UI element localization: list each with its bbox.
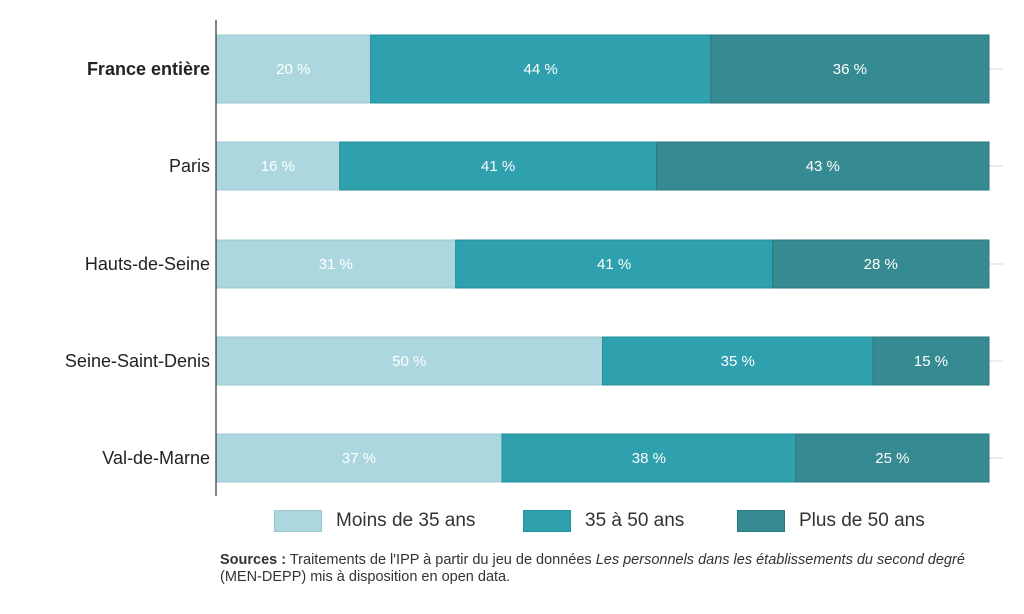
bar-segment — [656, 141, 990, 191]
data-label: 31 % — [319, 256, 353, 273]
source-label: Sources : — [220, 552, 287, 568]
source-text-end: (MEN-DEPP) mis à disposition en open dat… — [220, 569, 511, 585]
data-label: 41 % — [597, 256, 631, 273]
legend-label: 35 à 50 ans — [585, 510, 685, 531]
legend-swatch — [523, 510, 571, 532]
bar-segment — [215, 336, 603, 386]
data-label: 28 % — [864, 256, 898, 273]
data-label: 15 % — [914, 353, 948, 370]
data-label: 37 % — [342, 450, 376, 467]
legend-label: Plus de 50 ans — [799, 510, 925, 531]
data-label: 50 % — [392, 353, 426, 370]
bar-segment — [710, 34, 990, 104]
legend-label: Moins de 35 ans — [336, 510, 476, 531]
legend-swatch — [274, 510, 322, 532]
category-label: Hauts-de-Seine — [85, 254, 210, 274]
data-label: 43 % — [806, 158, 840, 175]
category-label: Val-de-Marne — [102, 448, 210, 468]
data-label: 25 % — [875, 450, 909, 467]
data-label: 38 % — [632, 450, 666, 467]
bar-segment — [455, 239, 774, 289]
bar-segment — [339, 141, 658, 191]
data-label: 41 % — [481, 158, 515, 175]
bar-segment — [872, 336, 990, 386]
source-note: Sources : Traitements de l'IPP à partir … — [220, 552, 1010, 586]
category-label: Paris — [169, 156, 210, 176]
bar-segment — [795, 433, 990, 483]
bar-segment — [602, 336, 874, 386]
bar-segment — [772, 239, 990, 289]
bar-segment — [215, 433, 503, 483]
data-label: 16 % — [261, 158, 295, 175]
legend-swatch — [737, 510, 785, 532]
source-dataset-title: Les personnels dans les établissements d… — [595, 552, 965, 568]
legend-item: 35 à 50 ans — [523, 510, 684, 532]
data-label: 44 % — [524, 61, 558, 78]
bar-segment — [370, 34, 712, 104]
source-text: Traitements de l'IPP à partir du jeu de … — [286, 552, 596, 568]
data-label: 35 % — [721, 353, 755, 370]
data-label: 20 % — [276, 61, 310, 78]
legend-item: Plus de 50 ans — [737, 510, 925, 532]
legend-item: Moins de 35 ans — [274, 510, 475, 532]
category-label: France entière — [87, 59, 210, 79]
data-label: 36 % — [833, 61, 867, 78]
bar-segment — [215, 141, 341, 191]
category-label: Seine-Saint-Denis — [65, 351, 210, 371]
